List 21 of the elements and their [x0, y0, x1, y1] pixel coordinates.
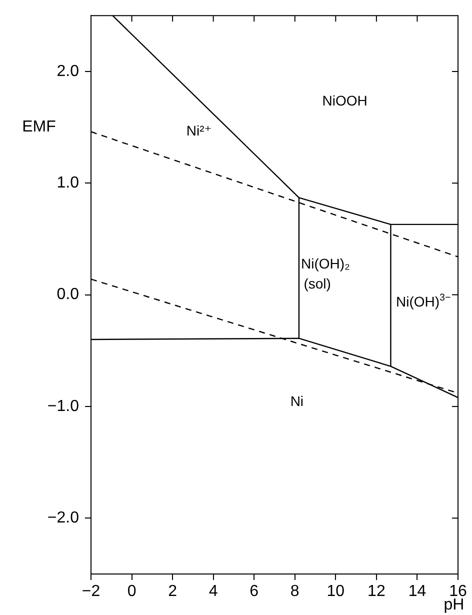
x-tick-label: 14	[408, 583, 426, 600]
x-tick-label: 10	[326, 583, 345, 600]
annotation: Ni(OH)₂	[300, 256, 350, 272]
y-tick-label: 2.0	[56, 62, 80, 80]
y-tick-label: −1.0	[47, 398, 80, 415]
x-tick-label: −2	[82, 583, 100, 600]
y-tick-label: 0.0	[56, 286, 80, 304]
annotation: Ni²⁺	[186, 122, 212, 139]
x-tick-label: 2	[168, 583, 178, 600]
x-tick-label: 8	[290, 583, 300, 600]
annotation: Ni	[290, 392, 304, 409]
annotation: NiOOH	[322, 92, 368, 108]
y-axis-title: EMF	[22, 118, 56, 136]
x-axis-title: pH	[444, 596, 464, 614]
x-tick-label: 4	[208, 583, 218, 600]
annotation: (sol)	[304, 276, 331, 292]
y-tick-label: −2.0	[47, 510, 80, 527]
y-tick-label: 1.0	[56, 174, 80, 192]
x-tick-label: 6	[250, 583, 259, 600]
x-tick-label: 12	[368, 583, 386, 600]
x-tick-label: 0	[127, 583, 136, 600]
